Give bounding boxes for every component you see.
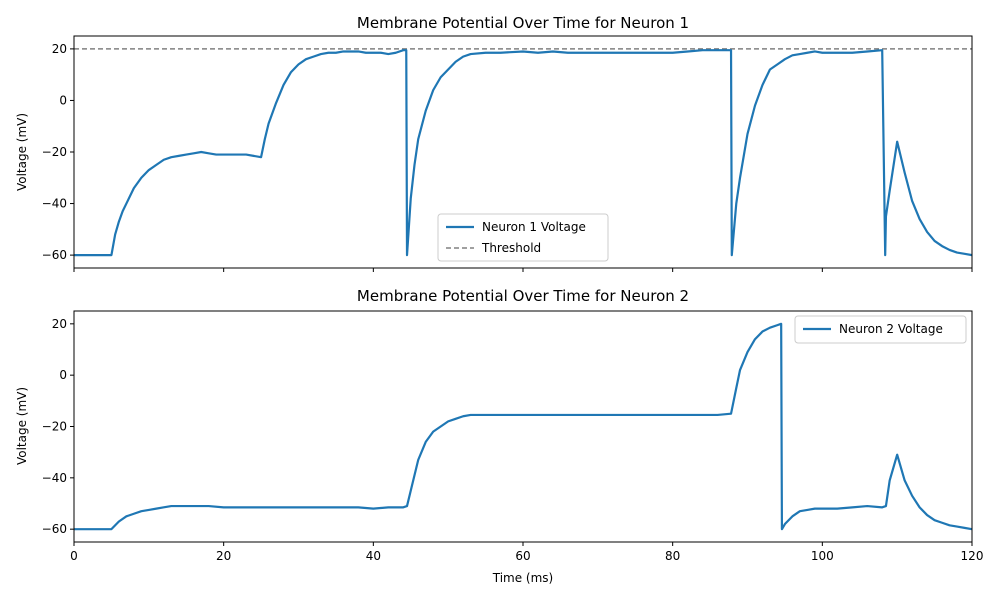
axes-frame: [73, 35, 973, 269]
neuron-2-voltage-line: [74, 322, 973, 531]
x-tick-label: 80: [665, 549, 680, 563]
x-tick-label: 60: [515, 549, 530, 563]
y-tick-label: −60: [42, 522, 67, 536]
legend: Neuron 1 Voltage Threshold: [437, 213, 609, 262]
x-tick-label: 40: [366, 549, 381, 563]
y-tick-label: −20: [42, 420, 67, 434]
legend-label-threshold: Threshold: [481, 241, 541, 255]
neuron-2-panel: Membrane Potential Over Time for Neuron …: [15, 287, 983, 585]
x-tick-label: 100: [811, 549, 834, 563]
chart-title: Membrane Potential Over Time for Neuron …: [357, 287, 689, 305]
legend-label-neuron-2: Neuron 2 Voltage: [839, 322, 943, 336]
y-tick-label: −60: [42, 248, 67, 262]
neuron-1-voltage-line: [74, 49, 973, 257]
y-tick-label: 20: [52, 42, 67, 56]
x-tick-label: 20: [216, 549, 231, 563]
x-tick-label: 0: [70, 549, 78, 563]
legend-box: [437, 213, 609, 262]
legend: Neuron 2 Voltage: [794, 315, 967, 344]
y-tick-label: −40: [42, 197, 67, 211]
plot-area: 0 20 40 60 80 100 120 −60 −40 −20 0 20: [42, 317, 984, 563]
axes-frame: [73, 310, 973, 543]
legend-box: [794, 315, 967, 344]
plot-area: −60 −40 −20 0 20: [42, 42, 973, 272]
legend-label-neuron-1: Neuron 1 Voltage: [482, 220, 586, 234]
y-tick-label: −20: [42, 145, 67, 159]
y-axis-label: Voltage (mV): [15, 387, 29, 465]
y-tick-label: 20: [52, 317, 67, 331]
x-axis-label: Time (ms): [492, 571, 554, 585]
y-tick-label: 0: [59, 93, 67, 107]
x-tick-label: 120: [961, 549, 984, 563]
y-tick-label: 0: [59, 368, 67, 382]
chart-title: Membrane Potential Over Time for Neuron …: [357, 14, 689, 32]
y-axis-label: Voltage (mV): [15, 113, 29, 191]
y-tick-label: −40: [42, 471, 67, 485]
neuron-1-panel: Membrane Potential Over Time for Neuron …: [15, 14, 973, 272]
